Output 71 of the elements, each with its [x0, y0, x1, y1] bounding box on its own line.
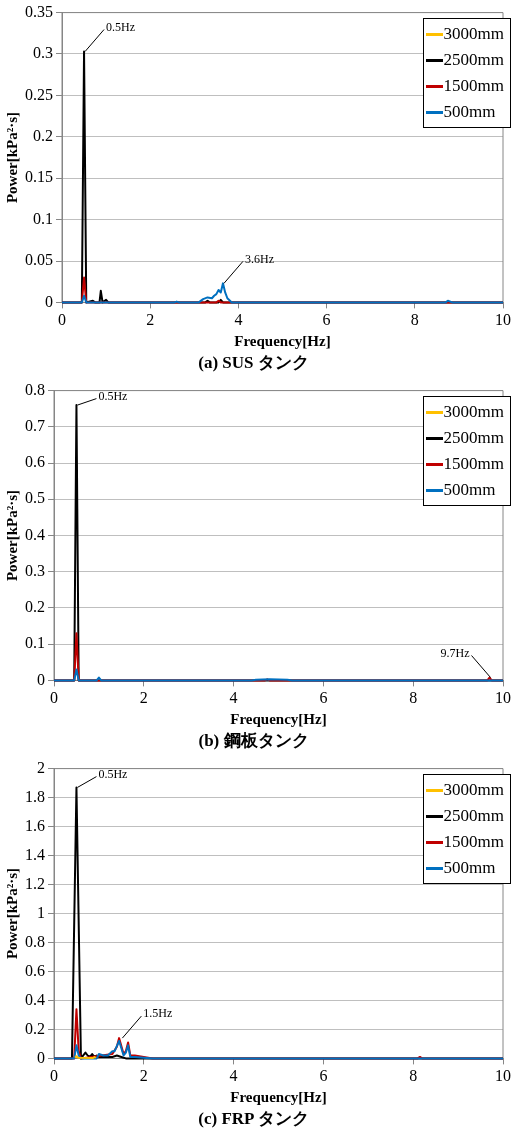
legend-label: 500mm — [443, 479, 496, 501]
x-axis-title: Frequency[Hz] — [230, 1089, 327, 1106]
legend-label: 2500mm — [443, 427, 504, 449]
y-tick-label: 0.1 — [25, 634, 45, 652]
y-tick-label: 0.15 — [25, 168, 53, 186]
x-tick-label: 4 — [234, 311, 243, 329]
x-tick-label: 8 — [409, 689, 418, 707]
legend-label: 500mm — [443, 101, 496, 123]
annotation: 0.5Hz — [98, 766, 128, 781]
x-tick-label: 2 — [146, 311, 155, 329]
x-tick-label: 10 — [495, 689, 511, 707]
y-tick-label: 0.3 — [33, 44, 53, 62]
text: (b) 鋼板タンク — [198, 731, 309, 751]
y-tick-label: 1.2 — [25, 874, 45, 892]
annotation: 9.7Hz — [440, 645, 470, 660]
y-tick-label: 0.4 — [25, 990, 45, 1008]
y-tick-label: 0.8 — [25, 380, 45, 398]
y-axis-title: Power[kPa²·s] — [3, 111, 20, 204]
x-axis-title: Frequency[Hz] — [230, 711, 327, 728]
y-tick-label: 0.3 — [25, 561, 45, 579]
y-tick-label: 0.05 — [25, 251, 53, 269]
y-tick-label: 0 — [37, 670, 45, 688]
legend-label: 3000mm — [443, 779, 504, 801]
legend-label: 1500mm — [443, 75, 504, 97]
legend-label: 2500mm — [443, 805, 504, 827]
y-tick-label: 2 — [37, 758, 45, 776]
y-tick-label: 0.4 — [25, 525, 45, 543]
x-tick-label: 0 — [58, 311, 66, 329]
text: (c) FRP タンク — [198, 1109, 309, 1129]
y-tick-label: 0.35 — [25, 2, 53, 20]
y-tick-label: 0 — [45, 292, 53, 310]
x-tick-label: 10 — [495, 311, 511, 329]
x-tick-label: 2 — [139, 689, 148, 707]
y-tick-label: 1.4 — [25, 845, 45, 863]
y-tick-label: 0.6 — [25, 453, 45, 471]
x-tick-label: 4 — [229, 689, 238, 707]
annotation: 0.5Hz — [106, 19, 136, 34]
y-tick-label: 0 — [37, 1048, 45, 1066]
legend-label: 1500mm — [443, 453, 504, 475]
x-tick-label: 4 — [229, 1067, 238, 1085]
legend-label: 1500mm — [443, 831, 504, 853]
y-axis-title: Power[kPa²·s] — [3, 867, 20, 960]
x-tick-label: 2 — [139, 1067, 148, 1085]
x-tick-label: 6 — [322, 311, 331, 329]
text: (a) SUS タンク — [198, 353, 309, 373]
y-tick-label: 1 — [37, 903, 45, 921]
y-tick-label: 0.2 — [25, 598, 45, 616]
y-tick-label: 0.25 — [25, 85, 53, 103]
y-tick-label: 0.2 — [25, 1019, 45, 1037]
x-tick-label: 6 — [319, 689, 328, 707]
y-tick-label: 0.2 — [33, 127, 53, 144]
y-tick-label: 0.6 — [25, 961, 45, 979]
x-tick-label: 6 — [319, 1067, 328, 1085]
legend-label: 500mm — [443, 857, 496, 879]
y-tick-label: 0.8 — [25, 932, 45, 950]
legend-label: 3000mm — [443, 23, 504, 45]
y-axis-title: Power[kPa²·s] — [3, 489, 20, 582]
legend-label: 3000mm — [443, 401, 504, 423]
y-tick-label: 1.6 — [25, 816, 45, 834]
x-tick-label: 8 — [410, 311, 419, 329]
annotation: 3.6Hz — [244, 251, 274, 266]
y-tick-label: 0.5 — [25, 489, 45, 507]
x-axis-title: Frequency[Hz] — [234, 333, 331, 350]
y-tick-label: 0.7 — [25, 417, 45, 435]
x-tick-label: 8 — [409, 1067, 418, 1085]
y-tick-label: 0.1 — [33, 209, 53, 227]
annotation: 1.5Hz — [143, 1006, 173, 1021]
y-tick-label: 1.8 — [25, 787, 45, 805]
legend-label: 2500mm — [443, 49, 504, 71]
x-tick-label: 10 — [495, 1067, 511, 1085]
annotation: 0.5Hz — [98, 388, 128, 403]
